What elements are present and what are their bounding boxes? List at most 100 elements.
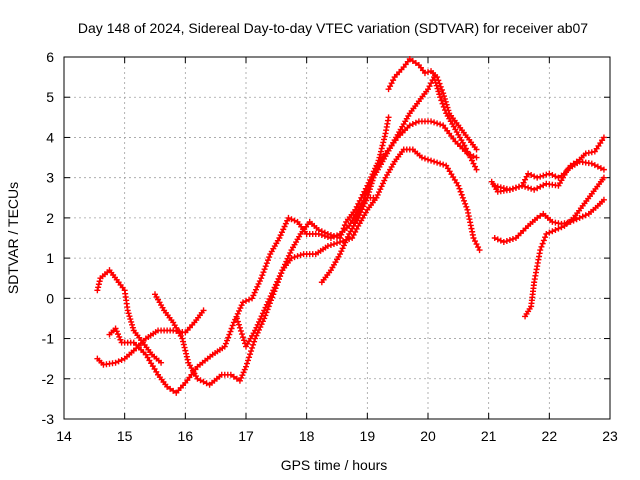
data-point-marker [435, 88, 442, 95]
data-point-marker [234, 310, 241, 317]
data-point-marker [600, 134, 607, 141]
data-point-marker [375, 157, 382, 164]
data-point-marker [183, 350, 190, 357]
series-track-b [94, 307, 207, 368]
data-point-marker [352, 218, 359, 225]
data-point-marker [338, 248, 345, 255]
data-point-marker [229, 322, 236, 329]
data-point-marker [258, 275, 265, 282]
data-point-marker [278, 229, 285, 236]
data-point-marker [464, 148, 471, 155]
data-point-marker [522, 183, 529, 190]
data-point-marker [546, 229, 553, 236]
data-point-marker [238, 331, 245, 338]
data-point-marker [537, 212, 544, 219]
data-point-marker [315, 226, 322, 233]
data-point-marker [434, 74, 441, 81]
data-point-marker [509, 236, 516, 243]
data-point-marker [421, 70, 428, 77]
data-point-marker [179, 335, 186, 342]
data-point-marker [600, 196, 607, 203]
data-point-marker [442, 98, 449, 105]
data-point-marker [277, 232, 284, 239]
data-point-marker [233, 315, 240, 322]
data-point-marker [240, 369, 247, 376]
data-point-marker [288, 216, 295, 223]
data-point-marker [334, 240, 340, 247]
data-point-marker [339, 245, 346, 252]
data-point-marker [428, 118, 435, 125]
data-point-marker [282, 220, 289, 227]
x-tick-label: 17 [238, 428, 254, 444]
data-point-marker [353, 215, 360, 222]
data-point-marker [552, 226, 559, 233]
data-point-marker [475, 244, 482, 251]
data-point-marker [425, 156, 431, 163]
data-point-marker [94, 287, 101, 294]
data-point-marker [540, 182, 547, 189]
data-point-marker [341, 222, 348, 229]
data-point-marker [387, 83, 394, 90]
data-point-marker [412, 60, 419, 67]
data-point-marker [227, 371, 234, 378]
data-point-marker [182, 347, 189, 354]
data-point-marker [534, 214, 541, 221]
data-point-marker [238, 374, 245, 381]
data-point-marker [459, 194, 466, 201]
data-point-marker [278, 270, 285, 277]
data-point-marker [239, 372, 246, 379]
data-point-marker [381, 133, 388, 140]
data-point-marker [476, 247, 483, 254]
data-point-marker [337, 235, 344, 241]
data-point-marker [503, 185, 510, 192]
data-point-marker [436, 80, 443, 87]
data-point-marker [385, 114, 392, 121]
y-tick-label: -1 [42, 331, 55, 347]
data-point-marker [340, 225, 347, 232]
data-point-marker [437, 94, 444, 101]
data-point-marker [539, 240, 546, 247]
data-point-marker [438, 97, 445, 104]
data-point-marker [261, 266, 268, 273]
data-point-marker [441, 95, 448, 102]
data-point-marker [297, 252, 304, 259]
data-point-marker [338, 231, 345, 238]
data-point-marker [350, 231, 357, 238]
data-point-marker [437, 160, 444, 167]
data-point-marker [468, 157, 475, 164]
data-point-marker [230, 319, 237, 326]
data-point-marker [463, 203, 470, 210]
x-tick-label: 20 [420, 428, 436, 444]
data-point-marker [440, 161, 447, 168]
data-point-marker [525, 184, 532, 191]
data-point-marker [425, 86, 431, 93]
y-tick-label: 0 [46, 290, 54, 306]
data-point-marker [418, 154, 425, 161]
data-point-marker [243, 298, 249, 305]
data-point-marker [439, 100, 446, 107]
data-point-marker [357, 203, 364, 210]
data-point-marker [355, 209, 362, 216]
data-point-marker [470, 235, 477, 241]
data-point-marker [183, 353, 190, 360]
y-tick-label: 5 [46, 89, 54, 105]
data-point-marker [434, 120, 441, 127]
data-point-marker [406, 56, 413, 63]
data-point-marker [523, 173, 530, 180]
data-point-marker [377, 151, 384, 158]
data-series [94, 56, 607, 396]
data-point-marker [543, 171, 550, 178]
data-point-marker [594, 163, 601, 170]
data-point-marker [379, 142, 386, 149]
series-track-a [94, 267, 165, 366]
data-point-marker [522, 176, 529, 183]
data-point-marker [528, 171, 535, 178]
data-point-marker [421, 155, 428, 162]
data-point-marker [379, 180, 386, 187]
data-point-marker [124, 307, 131, 314]
data-point-marker [573, 216, 580, 223]
data-point-marker [473, 146, 480, 153]
data-point-marker [374, 160, 381, 167]
data-point-marker [254, 283, 261, 290]
